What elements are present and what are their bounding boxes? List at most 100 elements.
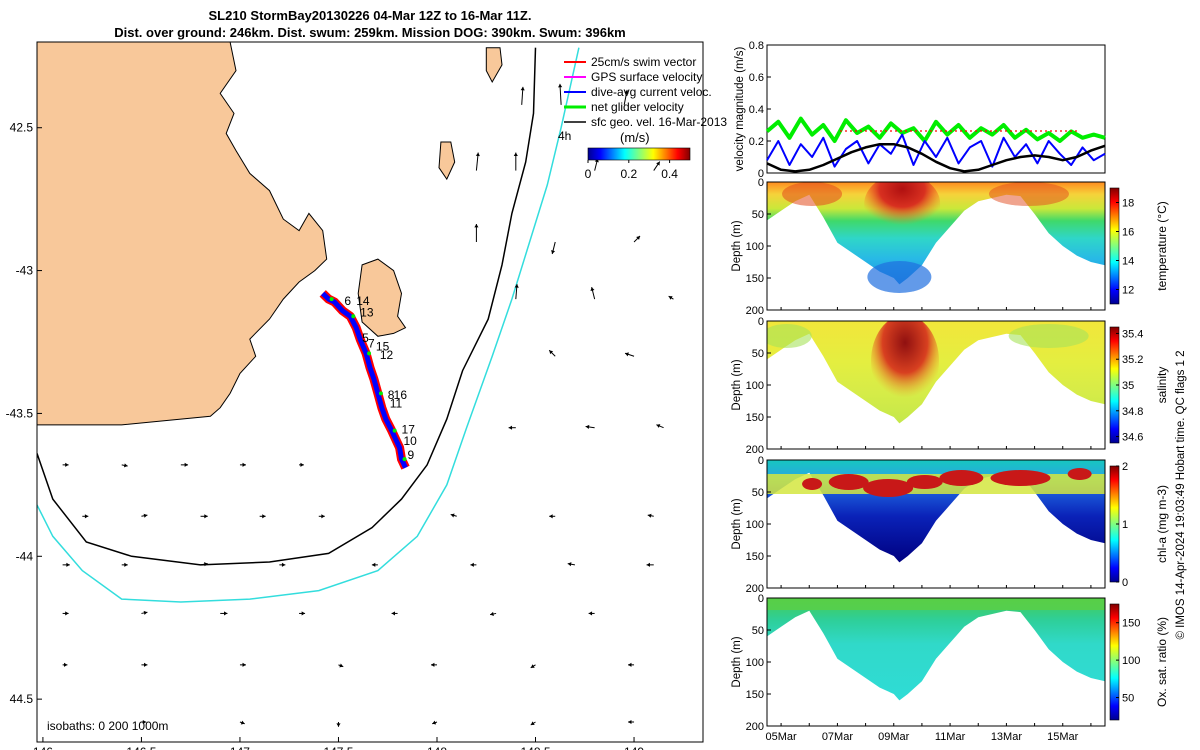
salinity-y-tick-label: 0 <box>758 316 764 328</box>
velocity-series-sfc_geo <box>766 142 1106 173</box>
velocity-series-net <box>765 116 1106 143</box>
current-arrow <box>430 662 437 667</box>
oxygen-y-tick-label: 150 <box>746 689 764 701</box>
map-colorbar <box>587 147 691 161</box>
legend-item-sfc-geo: sfc geo. vel. 16-Mar-2013 <box>564 115 727 129</box>
current-arrow <box>530 721 536 726</box>
salinity-y-tick-label: 50 <box>752 348 764 360</box>
section-x-tick-label: 05Mar <box>765 731 797 743</box>
current-arrow <box>141 662 148 667</box>
map-y-tick-label: 44.5 <box>10 692 34 706</box>
current-arrow <box>371 562 378 567</box>
current-arrow <box>588 611 595 616</box>
current-arrow <box>239 462 246 467</box>
map-x-tick-label: 149 <box>624 745 644 750</box>
map-x-tick-label: 148.5 <box>520 745 550 750</box>
legend-item-net: net glider velocity <box>564 100 684 114</box>
temperature-colorbar-tick-label: 14 <box>1122 256 1134 268</box>
map-x-tick-label: 148 <box>427 745 447 750</box>
chla-y-tick-label: 0 <box>758 455 764 467</box>
map-legend: 25cm/s swim vector GPS surface velocity … <box>564 55 727 181</box>
net-velocity-dot <box>351 314 356 319</box>
land-freycinet <box>485 47 503 84</box>
velocity-y-axis: 0 0.2 0.4 0.6 0.8 <box>749 40 771 180</box>
chla-high-patch <box>906 475 943 489</box>
current-arrow <box>62 462 69 467</box>
net-velocity-dot <box>329 297 334 302</box>
legend-label-net: net glider velocity <box>591 100 684 114</box>
current-arrow <box>338 663 344 668</box>
day-label: 17 <box>402 422 416 436</box>
salinity-high-core <box>871 321 940 407</box>
current-arrow <box>141 610 148 615</box>
salinity-y-tick-label: 150 <box>746 412 764 424</box>
velocity-series <box>765 116 1106 173</box>
chla-y-tick-label: 50 <box>752 487 764 499</box>
day-label: 14 <box>356 294 370 308</box>
map-colorbar-tick-label: 0.2 <box>620 167 637 181</box>
oxygen-y-tick-label: 50 <box>752 625 764 637</box>
current-arrow <box>624 352 635 357</box>
legend-label-sfc-geo: sfc geo. vel. 16-Mar-2013 <box>591 115 727 129</box>
section-x-tick-label: 07Mar <box>822 731 854 743</box>
net-velocity-dot <box>367 351 372 356</box>
day-label: 15 <box>376 340 390 354</box>
chla-high-patch <box>863 479 914 497</box>
current-arrow <box>508 425 516 430</box>
temperature-colorbar <box>1109 187 1120 305</box>
salinity-colorbar-tick-label: 35 <box>1122 380 1134 392</box>
legend-label-gps: GPS surface velocity <box>591 70 702 84</box>
oxygen-colorbar-tick-label: 50 <box>1122 693 1134 705</box>
temperature-colorbar-tick-label: 18 <box>1122 198 1134 210</box>
current-arrow <box>200 514 208 519</box>
glider-track <box>319 290 410 470</box>
oxygen-y-tick-label: 200 <box>746 721 764 733</box>
section-x-tick-label: 11Mar <box>935 731 966 743</box>
current-arrow <box>530 664 536 669</box>
salinity-colorbar-label: salinity <box>1155 367 1169 404</box>
isobath-200m-line <box>37 47 537 566</box>
temperature-y-tick-label: 100 <box>746 241 764 253</box>
oxygen-ylabel: Depth (m) <box>731 636 743 687</box>
temperature-y-tick-label: 0 <box>758 177 764 189</box>
current-arrow <box>548 349 556 357</box>
map-x-axis: 146 146.5 147 147.5 148 148.5 149 <box>33 737 644 750</box>
section-x-tick-label: 09Mar <box>878 731 910 743</box>
current-arrow <box>336 722 341 727</box>
net-velocity-dot <box>378 391 383 396</box>
chla-y-tick-label: 200 <box>746 583 764 595</box>
current-arrow <box>450 513 457 518</box>
velocity-panel: 0 0.2 0.4 0.6 0.8 velocity magnitude (m/s) <box>734 40 1106 180</box>
label-4h: 4h <box>558 129 571 143</box>
current-arrow <box>318 514 325 519</box>
velocity-y-tick-label: 0.4 <box>749 104 764 116</box>
current-arrow <box>141 719 147 725</box>
day-label: 6 <box>344 294 351 308</box>
track-line <box>320 291 408 469</box>
legend-label-dive-avg: dive-avg current veloc. <box>591 85 712 99</box>
oxygen-y-tick-label: 0 <box>758 593 764 605</box>
salinity-colorbar-tick-label: 35.2 <box>1122 354 1143 366</box>
oxygen-colorbar-tick-label: 100 <box>1122 655 1140 667</box>
map-x-tick-label: 147.5 <box>323 745 353 750</box>
salinity-y-tick-label: 100 <box>746 380 764 392</box>
chla-colorbar-tick-label: 1 <box>1122 519 1128 531</box>
current-arrow <box>141 513 148 518</box>
oxygen-section-fill <box>767 598 1105 701</box>
day-label: 5 <box>362 331 369 345</box>
velocity-y-tick-label: 0.8 <box>749 40 764 52</box>
legend-label-swim: 25cm/s swim vector <box>591 55 696 69</box>
net-velocity-dot <box>392 428 397 433</box>
chla-colorbar-tick-label: 2 <box>1122 461 1128 473</box>
current-arrow <box>520 86 525 105</box>
salinity-low-patch <box>1008 324 1089 348</box>
land-maria-island <box>438 141 456 181</box>
current-arrow <box>646 562 654 567</box>
current-arrow <box>62 662 68 667</box>
chla-ylabel: Depth (m) <box>731 498 743 549</box>
map-y-tick-label: -44 <box>16 549 34 563</box>
temperature-cold-bottom <box>867 261 932 293</box>
current-arrow <box>121 562 128 567</box>
